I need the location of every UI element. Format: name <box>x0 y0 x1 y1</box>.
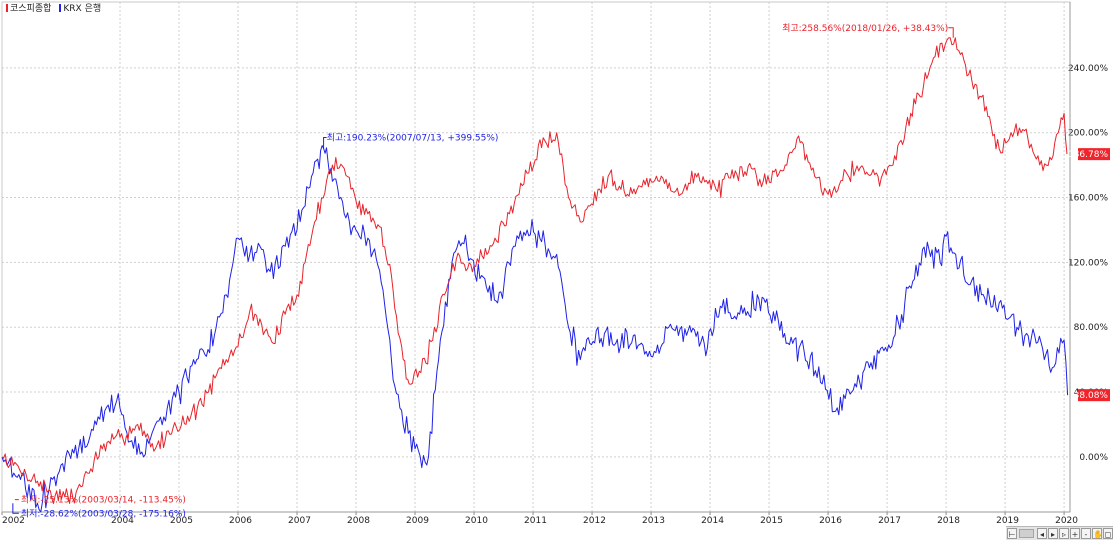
scroll-track[interactable] <box>1019 529 1034 538</box>
zoom-in-button[interactable]: + <box>1070 528 1080 539</box>
fullscreen-button[interactable]: ◻ <box>1103 528 1113 539</box>
chart-toolbar: ⊢ ◂ ▸ ▹ + - ✋ ◻ <box>1006 526 1113 540</box>
legend-label-kospi: 코스피종합 <box>10 4 52 14</box>
scroll-end-button[interactable]: ▹ <box>1059 528 1069 539</box>
x-tick-label: 2004 <box>111 516 134 526</box>
x-tick-label: 2015 <box>760 516 783 526</box>
x-tick-label: 2002 <box>2 516 25 526</box>
annotation-label-low: 최저:-28.62%(2003/03/28, -175.16%) <box>21 508 186 519</box>
series-line-krx-bank <box>1 145 1069 513</box>
x-tick-label: 2012 <box>583 516 606 526</box>
scroll-left-button[interactable]: ◂ <box>1037 528 1047 539</box>
x-tick-label: 2010 <box>465 516 488 526</box>
x-tick-label: 2013 <box>642 516 665 526</box>
x-tick-label: 2016 <box>819 516 842 526</box>
y-tick-label: 80.00% <box>1074 323 1109 333</box>
annotation-layer: 최고:258.56%(2018/01/26, +38.43%) 최고:190.23… <box>12 23 954 519</box>
annotation-label-high: 최고:190.23%(2007/07/13, +399.55%) <box>327 133 499 144</box>
x-tick-label: 2006 <box>229 516 252 526</box>
x-tick-label: 2011 <box>524 516 547 526</box>
x-tick-label: 2008 <box>347 516 370 526</box>
x-tick-label: 2020 <box>1055 516 1078 526</box>
y-tick-label: 160.00% <box>1068 194 1108 204</box>
scroll-start-button[interactable]: ⊢ <box>1007 528 1017 539</box>
y-tick-label: 120.00% <box>1068 258 1108 268</box>
axis-layer: 2002 2004 2005 2006 2007 2008 2009 2010 2011 2012… <box>1 2 1109 526</box>
x-tick-label: 2009 <box>406 516 429 526</box>
legend-swatch-kospi <box>6 4 8 12</box>
y-tick-label: 200.00% <box>1068 129 1108 139</box>
legend-swatch-krx-bank <box>59 4 62 12</box>
scroll-right-button[interactable]: ▸ <box>1048 528 1058 539</box>
last-value-label-krx-bank: 38.08% <box>1074 391 1109 401</box>
zoom-out-button[interactable]: - <box>1081 528 1091 539</box>
y-tick-label: 0.00% <box>1079 453 1108 463</box>
series-layer <box>1 37 1069 513</box>
grid-layer <box>1 1 1071 513</box>
annotation-leader <box>948 27 954 38</box>
annotation-leader <box>323 137 327 149</box>
last-value-badge-kospi <box>1078 148 1110 161</box>
annotation-leader <box>12 503 19 514</box>
x-tick-label: 2018 <box>937 516 960 526</box>
last-value-badge-krx-bank <box>1078 389 1110 402</box>
x-tick-label: 2005 <box>170 516 193 526</box>
series-line-kospi <box>1 37 1068 504</box>
pan-hand-button[interactable]: ✋ <box>1092 528 1103 539</box>
last-value-label-kospi: 186.78% <box>1068 150 1108 160</box>
x-tick-label: 2014 <box>701 516 724 526</box>
annotation-label-low: 최저:-25.13%(2003/03/14, -113.45%) <box>21 495 186 506</box>
legend: 코스피종합 KRX 은행 <box>4 1 107 14</box>
badge-layer: 38.08% 186.78% <box>1068 148 1110 402</box>
x-tick-label: 2017 <box>878 516 901 526</box>
annotation-label-high: 최고:258.56%(2018/01/26, +38.43%) <box>782 23 948 34</box>
x-tick-label: 2007 <box>288 516 311 526</box>
legend-label-krx-bank: KRX 은행 <box>63 4 102 14</box>
y-tick-label: 240.00% <box>1068 64 1108 74</box>
x-tick-label: 2019 <box>996 516 1019 526</box>
